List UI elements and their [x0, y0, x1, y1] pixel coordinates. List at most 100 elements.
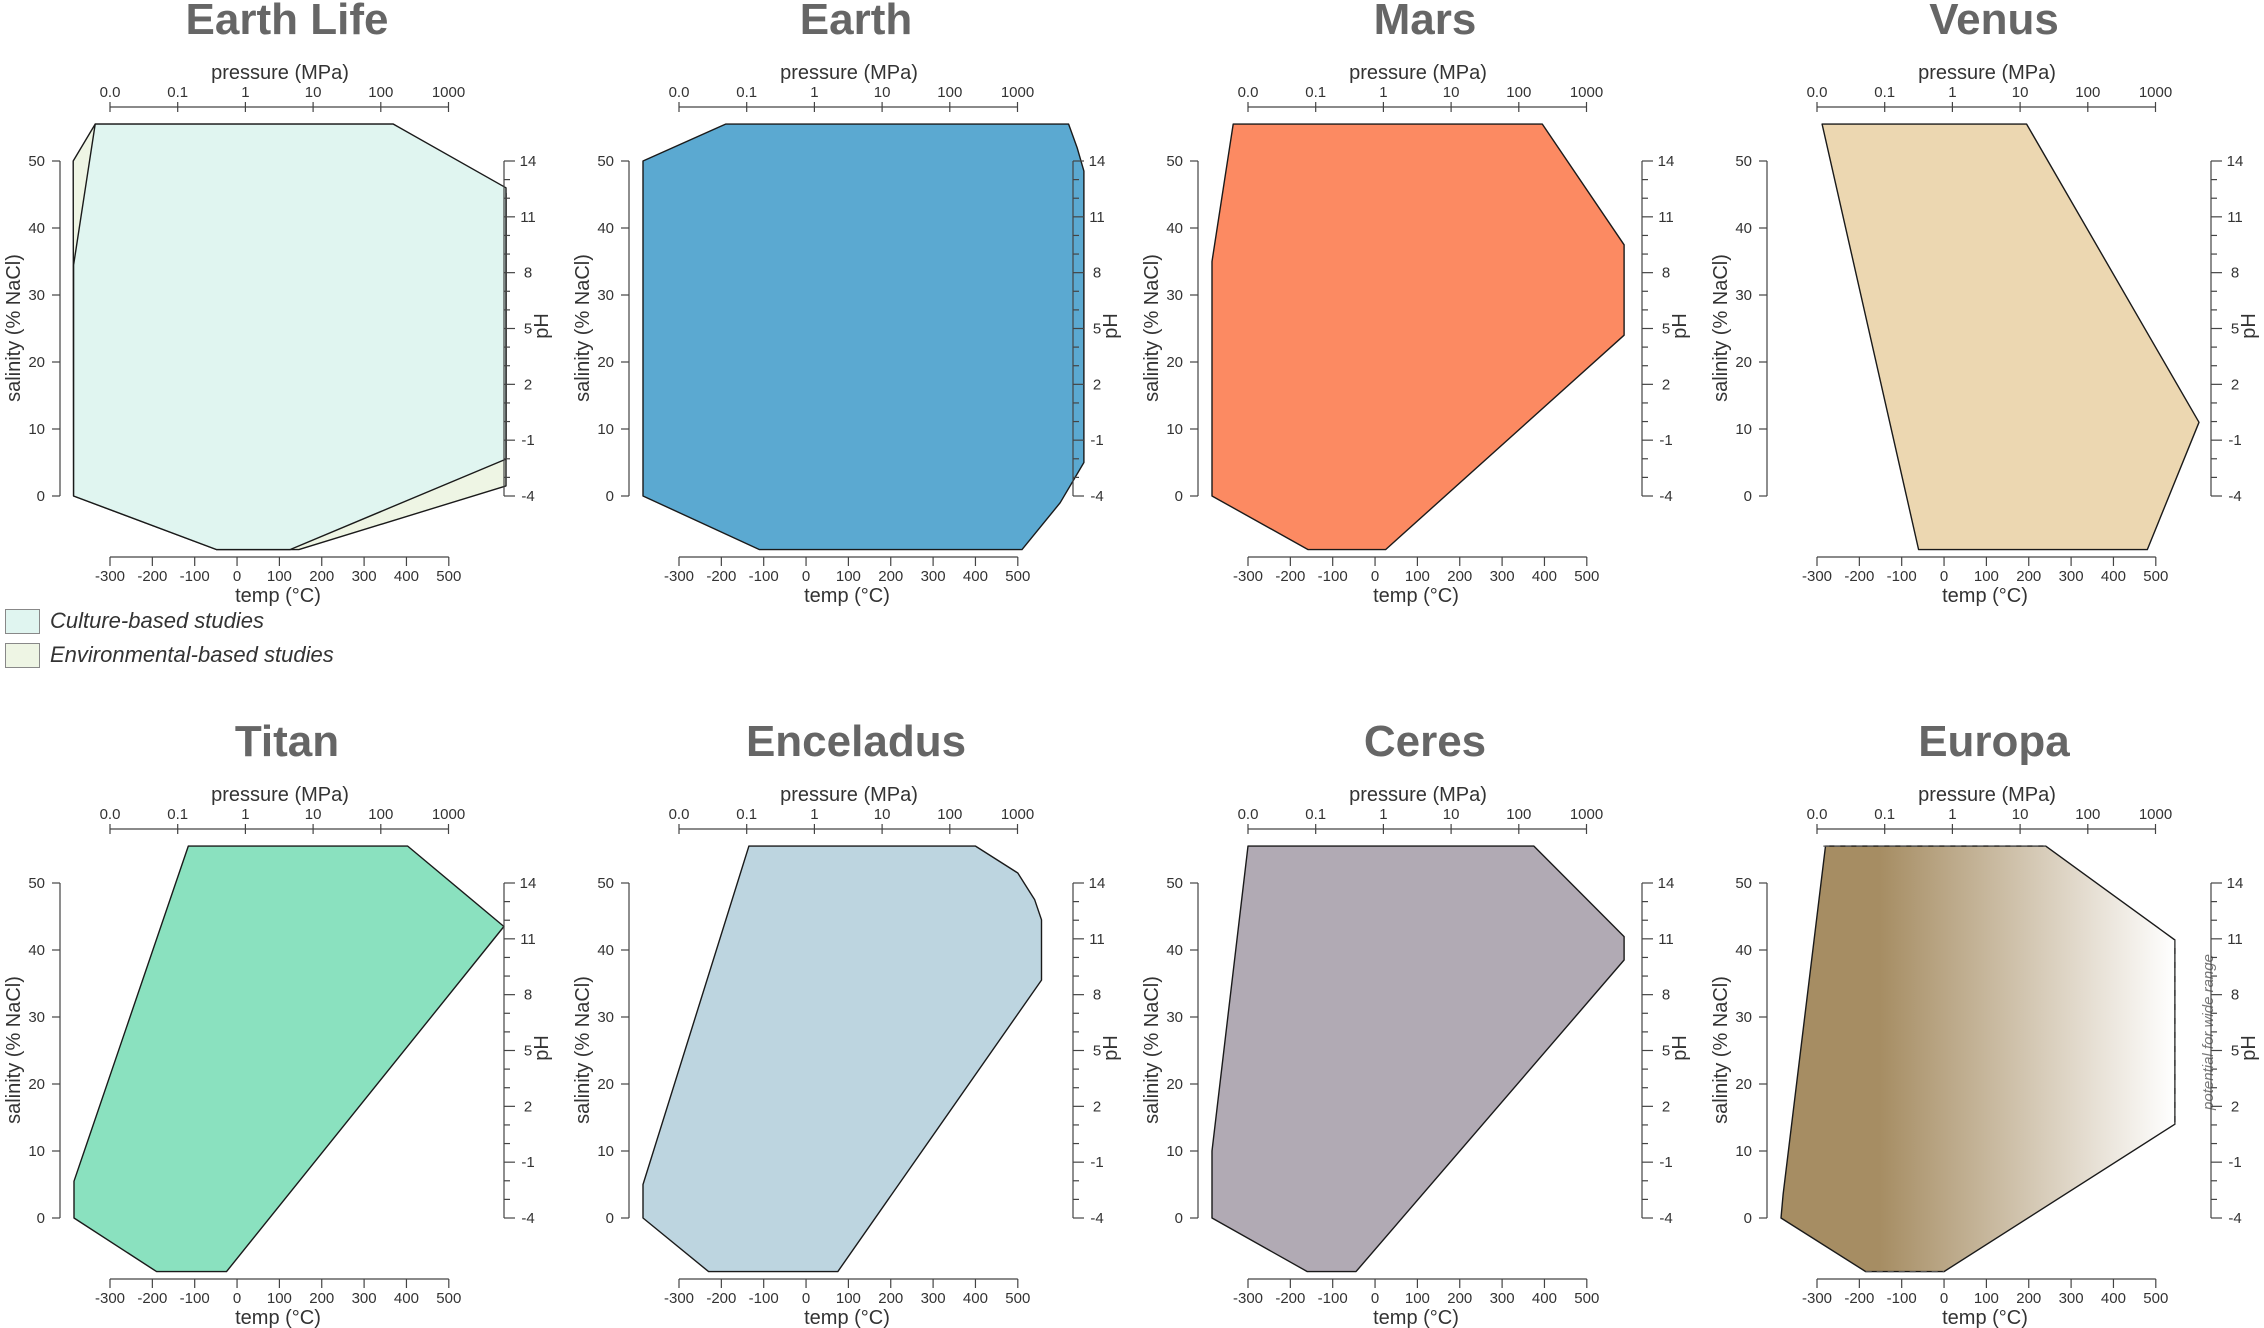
salinity-tick-label: 20	[597, 1076, 614, 1093]
temp-tick-label: -100	[180, 568, 210, 585]
pressure-tick-label: 1000	[2139, 806, 2172, 823]
temp-tick-label: 0	[233, 1290, 241, 1307]
temp-tick-label: 0	[1940, 568, 1948, 585]
salinity-tick-label: 10	[597, 421, 614, 438]
pressure-tick-label: 10	[1443, 806, 1460, 823]
region-culture	[72, 123, 507, 551]
temp-axis-label: temp (°C)	[804, 1307, 890, 1328]
ph-tick-label: 14	[520, 153, 537, 170]
pressure-tick-label: 0.0	[1807, 84, 1828, 101]
ph-tick-label: 11	[2227, 209, 2243, 226]
pressure-tick-label: 1	[241, 84, 249, 101]
ph-tick-label: 2	[524, 376, 532, 393]
pressure-tick-label: 0.0	[1238, 806, 1259, 823]
ph-tick-label: 8	[1662, 987, 1670, 1004]
salinity-tick-label: 30	[28, 1009, 45, 1026]
ph-tick-label: 2	[1662, 376, 1670, 393]
temp-tick-label: -100	[749, 1290, 779, 1307]
ph-tick-label: 14	[1089, 875, 1106, 892]
ph-tick-label: 8	[1093, 265, 1101, 282]
temp-tick-label: -300	[1233, 1290, 1263, 1307]
ph-tick-label: -4	[1090, 488, 1103, 505]
temp-tick-label: -100	[1318, 1290, 1348, 1307]
temp-tick-label: 200	[878, 568, 903, 585]
salinity-tick-label: 50	[28, 875, 45, 892]
temp-tick-label: 200	[1447, 1290, 1472, 1307]
temp-tick-label: -200	[706, 1290, 736, 1307]
salinity-tick-label: 40	[597, 220, 614, 237]
temp-axis-label: temp (°C)	[235, 585, 321, 607]
pressure-axis-label: pressure (MPa)	[780, 784, 918, 806]
temp-tick-label: 200	[2016, 568, 2041, 585]
ph-tick-label: 2	[2231, 376, 2239, 393]
pressure-tick-label: 1	[1948, 806, 1956, 823]
pressure-tick-label: 10	[874, 84, 891, 101]
temp-tick-label: 0	[1371, 568, 1379, 585]
chart-title: Titan	[235, 717, 339, 766]
salinity-tick-label: 50	[1166, 153, 1183, 170]
pressure-tick-label: 1000	[432, 84, 465, 101]
salinity-tick-label: 40	[28, 220, 45, 237]
chart-title: Earth Life	[186, 0, 389, 44]
temp-tick-label: 500	[1005, 1290, 1030, 1307]
pressure-tick-label: 0.1	[1305, 806, 1326, 823]
salinity-axis-label: salinity (% NaCl)	[3, 254, 25, 402]
pressure-tick-label: 100	[1506, 84, 1531, 101]
temp-tick-label: 500	[2143, 568, 2168, 585]
pressure-tick-label: 0.1	[736, 806, 757, 823]
temp-tick-label: 100	[1405, 568, 1430, 585]
temp-tick-label: 500	[436, 1290, 461, 1307]
pressure-tick-label: 0.0	[669, 806, 690, 823]
temp-tick-label: 100	[267, 1290, 292, 1307]
ph-tick-label: 11	[1658, 931, 1674, 948]
temp-tick-label: 200	[2016, 1290, 2041, 1307]
temp-tick-label: 100	[836, 1290, 861, 1307]
salinity-tick-label: 0	[1744, 488, 1752, 505]
pressure-tick-label: 0.1	[167, 806, 188, 823]
ph-tick-label: 11	[1089, 209, 1105, 226]
ph-axis-label: pH	[1669, 313, 1691, 339]
salinity-axis-label: salinity (% NaCl)	[1141, 976, 1163, 1124]
salinity-tick-label: 10	[1166, 421, 1183, 438]
ph-tick-label: -1	[521, 432, 534, 449]
chart-title: Enceladus	[746, 717, 966, 766]
salinity-tick-label: 0	[606, 1210, 614, 1227]
legend-item-culture: Culture-based studies	[5, 604, 334, 638]
ph-tick-label: -1	[521, 1154, 534, 1171]
temp-tick-label: 500	[436, 568, 461, 585]
salinity-tick-label: 40	[597, 942, 614, 959]
temp-tick-label: -100	[180, 1290, 210, 1307]
pressure-axis-label: pressure (MPa)	[211, 784, 349, 806]
salinity-tick-label: 50	[597, 875, 614, 892]
salinity-tick-label: 50	[597, 153, 614, 170]
ph-tick-label: -1	[1659, 1154, 1672, 1171]
ph-tick-label: 8	[1662, 265, 1670, 282]
ph-tick-label: 5	[2231, 321, 2239, 338]
ph-tick-label: 14	[1089, 153, 1106, 170]
ph-tick-label: 8	[2231, 265, 2239, 282]
pressure-tick-label: 1	[810, 84, 818, 101]
temp-axis-label: temp (°C)	[804, 585, 890, 607]
legend-label-environmental: Environmental-based studies	[50, 642, 334, 667]
pressure-tick-label: 1	[241, 806, 249, 823]
temp-tick-label: 100	[1974, 568, 1999, 585]
salinity-tick-label: 50	[1735, 875, 1752, 892]
chart-title: Ceres	[1364, 717, 1486, 766]
chart-title: Earth	[800, 0, 912, 44]
temp-tick-label: -300	[664, 568, 694, 585]
pressure-tick-label: 0.1	[1305, 84, 1326, 101]
ph-tick-label: -4	[2228, 1210, 2241, 1227]
salinity-tick-label: 10	[1166, 1143, 1183, 1160]
ph-tick-label: 2	[2231, 1098, 2239, 1115]
salinity-tick-label: 20	[1166, 354, 1183, 371]
pressure-axis-label: pressure (MPa)	[1918, 784, 2056, 806]
temp-tick-label: 400	[1532, 1290, 1557, 1307]
salinity-tick-label: 30	[1166, 287, 1183, 304]
pressure-tick-label: 10	[874, 806, 891, 823]
temp-tick-label: 400	[394, 1290, 419, 1307]
temp-axis-label: temp (°C)	[1942, 585, 2028, 607]
